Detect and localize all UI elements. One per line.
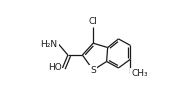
- Text: S: S: [90, 66, 96, 75]
- Text: Cl: Cl: [89, 17, 98, 26]
- Text: HO: HO: [48, 63, 61, 72]
- Text: CH₃: CH₃: [131, 69, 148, 78]
- Text: H₂N: H₂N: [41, 40, 58, 49]
